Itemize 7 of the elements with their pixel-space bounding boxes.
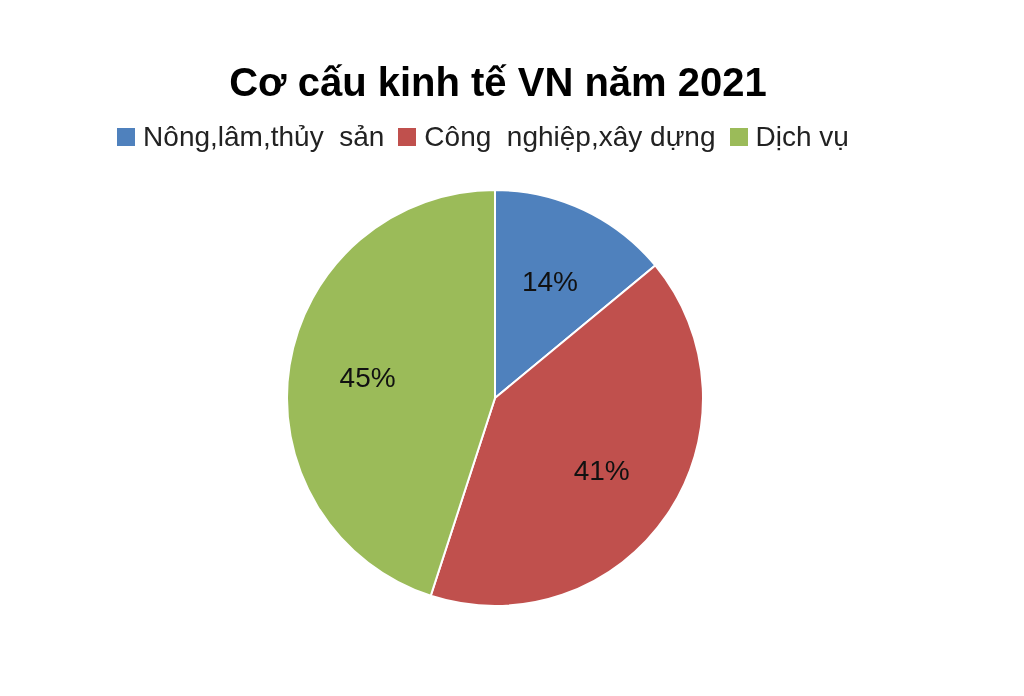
legend-label: Công nghiệp,xây dựng	[424, 121, 716, 153]
data-label: 41%	[573, 454, 630, 486]
legend-label: Nông,lâm,thủy sản	[143, 121, 385, 153]
data-label: 14%	[521, 265, 578, 297]
chart-title: Cơ cấu kinh tế VN năm 2021	[228, 59, 768, 105]
legend-label: Dịch vụ	[755, 121, 849, 153]
data-label: 45%	[339, 362, 396, 394]
